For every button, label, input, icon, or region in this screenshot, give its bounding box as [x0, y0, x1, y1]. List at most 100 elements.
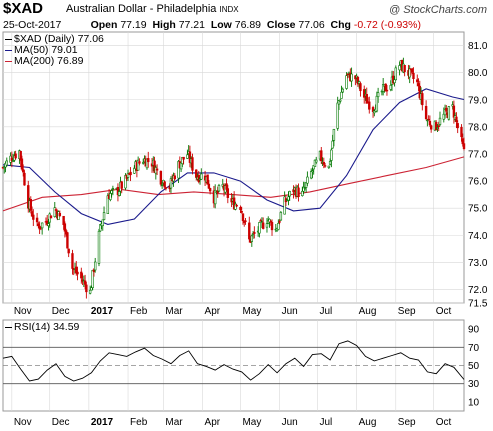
candle-body: [76, 271, 79, 275]
candle-body: [37, 223, 40, 226]
candle-body: [66, 232, 69, 249]
candle-body: [461, 138, 464, 145]
legend-ma50-text: MA(50) 79.01: [14, 44, 78, 56]
candle-body: [259, 220, 262, 222]
x-tick-label: Jun: [282, 306, 298, 317]
candle-body: [250, 235, 254, 242]
y-tick-label: 71.5: [468, 299, 488, 310]
candle-body: [226, 188, 230, 198]
candle-body: [206, 174, 209, 185]
candle-body: [416, 79, 419, 83]
candle-body: [258, 222, 261, 234]
candle-body: [429, 125, 433, 130]
legend-price-text: $XAD (Daily) 77.06: [14, 33, 104, 45]
candle-body: [328, 161, 332, 165]
candle-body: [455, 116, 458, 123]
candle-body: [71, 253, 74, 269]
legend-price: $XAD (Daily) 77.06: [5, 33, 104, 45]
price-x-ticks: Nov Dec 2017 Feb Mar Apr May Jun Jul Aug Sep Oct: [14, 306, 452, 317]
candle-body: [309, 171, 313, 179]
low-label: Low: [210, 19, 232, 31]
candle-body: [53, 207, 56, 217]
candle-body: [58, 212, 62, 217]
candle-body: [124, 175, 127, 189]
candle-body: [279, 212, 283, 221]
candle-body: [159, 170, 163, 185]
candle-body: [213, 189, 217, 205]
ma50-layer: [2, 88, 465, 225]
candle-body: [11, 160, 15, 162]
candle-body: [427, 118, 430, 121]
candle-body: [197, 174, 200, 182]
candle-body: [195, 169, 198, 178]
candle-body: [363, 89, 366, 98]
candle-body: [208, 188, 212, 192]
candle-body: [346, 73, 350, 75]
candle-body: [5, 160, 8, 166]
candle-body: [138, 161, 141, 164]
candle-body: [277, 223, 280, 230]
candle-body: [101, 219, 104, 227]
high-value: 77.21: [178, 19, 205, 31]
rsi-x-tick-label: Oct: [436, 417, 452, 428]
candle-body: [436, 127, 439, 129]
candle-body: [393, 79, 396, 84]
candle-body: [253, 232, 256, 234]
candle-body: [445, 108, 448, 112]
rsi-x-tick-label: Nov: [14, 417, 32, 428]
legend-rsi-swatch: [5, 326, 12, 328]
candle-body: [426, 119, 429, 122]
candle-body: [22, 169, 25, 173]
candle-body: [304, 182, 308, 188]
rsi-x-tick-label: Jul: [319, 417, 332, 428]
candle-body: [241, 213, 245, 222]
candle-body: [182, 156, 185, 160]
candle-body: [373, 110, 376, 114]
rsi-x-ticks: Nov Dec 2017 Feb Mar Apr May Jun Jul Aug Sep Oct: [14, 417, 452, 428]
candle-body: [312, 165, 315, 170]
candle-body: [265, 223, 269, 228]
candle-body: [306, 176, 309, 184]
open-value: 77.19: [120, 19, 147, 31]
candle-body: [141, 162, 145, 164]
x-tick-label: Nov: [14, 306, 32, 317]
candle-body: [389, 85, 392, 90]
rsi-x-tick-label: Sep: [398, 417, 416, 428]
legend-rsi: RSI(14) 34.59: [5, 321, 79, 333]
rsi-y-tick-label: 10: [468, 397, 480, 408]
candle-body: [437, 125, 440, 127]
candle-body: [320, 150, 323, 162]
candle-body: [120, 181, 123, 189]
candle-body: [32, 214, 35, 220]
candle-body: [200, 173, 203, 180]
rsi-panel-frame: [2, 319, 465, 412]
candle-body: [336, 102, 339, 129]
candle-body: [126, 172, 130, 178]
candle-body: [311, 170, 314, 173]
chg-value: -0.72 (-0.93%): [353, 19, 421, 31]
candle-body: [435, 122, 438, 131]
candle-body: [278, 221, 281, 223]
rsi-y-tick-label: 50: [468, 361, 480, 372]
rsi-x-tick-label: May: [242, 417, 261, 428]
y-tick-label: 79.0: [468, 95, 488, 106]
rsi-y-tick-label: 90: [468, 325, 480, 336]
y-tick-label: 74.0: [468, 231, 488, 242]
candle-body: [49, 215, 53, 219]
candle-body: [376, 92, 380, 98]
candle-body: [456, 123, 459, 129]
candle-body: [47, 223, 50, 227]
rsi-x-tick-label: Apr: [205, 417, 221, 428]
candle-body: [411, 68, 414, 73]
rsi-layer: [2, 340, 465, 382]
instrument-title: Australian Dollar - Philadelphia: [66, 3, 217, 15]
chart-header: $XAD Australian Dollar - Philadelphia IN…: [0, 0, 493, 40]
candle-body: [111, 188, 115, 190]
high-label: High: [152, 19, 176, 31]
rsi-x-tick-label: Dec: [52, 417, 70, 428]
y-tick-label: 76.0: [468, 177, 488, 188]
candle-body: [186, 154, 189, 159]
instrument-name: Australian Dollar - Philadelphia INDX: [66, 3, 239, 15]
legend-ma200-swatch: [5, 60, 12, 62]
low-value: 76.89: [234, 19, 262, 31]
